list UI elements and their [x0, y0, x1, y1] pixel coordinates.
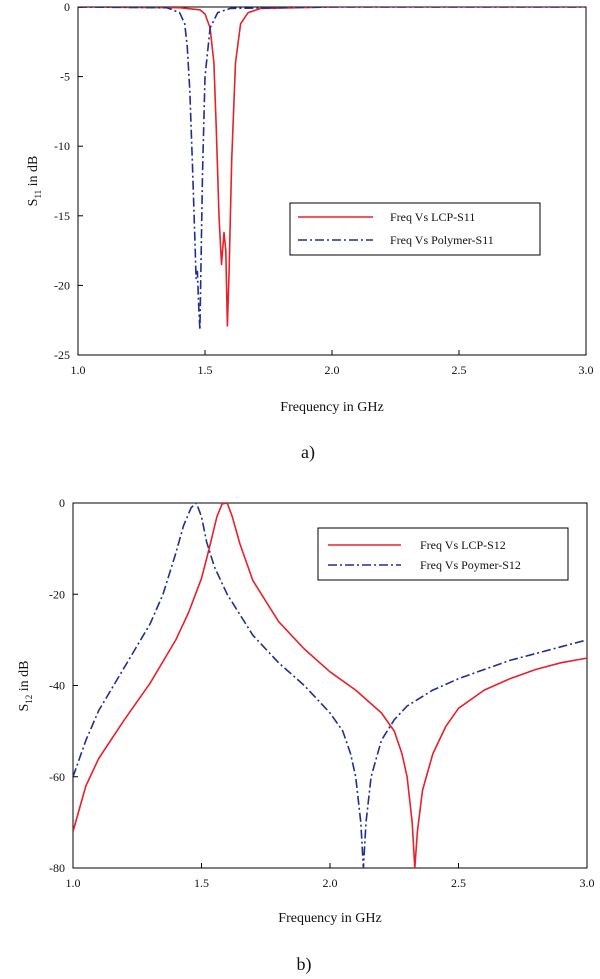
y-tick-label: -10: [54, 139, 70, 153]
chart-a: 0 -5 -10 -15 -20 -25 1.0 1.5 2.0 2.5 3.0 S11 in d…: [26, 0, 594, 463]
series-group-b: [73, 503, 587, 868]
series-line-b-lcp: [73, 503, 587, 868]
y-axis-label-a: S11 in dB: [26, 156, 43, 207]
y-tick-label: -25: [54, 348, 70, 362]
x-tick-label: 2.5: [452, 363, 467, 377]
y-axis-label-b: S12 in dB: [17, 660, 34, 711]
series-group-a: [78, 7, 586, 331]
plot-frame-a: [77, 6, 587, 356]
legend-b: Freq Vs LCP-S12 Freq Vs Poymer-S12: [317, 527, 569, 581]
x-tick-label: 1.0: [66, 876, 81, 890]
x-tick-label: 2.0: [323, 876, 338, 890]
y-tick-label: 0: [59, 496, 65, 510]
y-tick-label: -60: [49, 770, 65, 784]
legend-entry-lcp-s11: Freq Vs LCP-S11: [390, 210, 475, 224]
y-tick-label: -80: [49, 861, 65, 875]
x-tick-label: 3.0: [579, 363, 594, 377]
y-tick-label: 0: [64, 0, 70, 14]
y-tick-label: -15: [54, 209, 70, 223]
y-ticks-b: 0 -20 -40 -60 -80: [49, 496, 78, 875]
legend-entry-polymer-s12: Freq Vs Poymer-S12: [420, 558, 521, 572]
y-tick-label: -20: [49, 587, 65, 601]
x-ticks-a: 1.0 1.5 2.0 2.5 3.0: [71, 350, 594, 377]
x-ticks-b: 1.0 1.5 2.0 2.5 3.0: [66, 863, 595, 890]
y-tick-label: -20: [54, 278, 70, 292]
x-tick-label: 2.0: [325, 363, 340, 377]
series-line-b-polymer: [73, 503, 587, 868]
legend-a: Freq Vs LCP-S11 Freq Vs Polymer-S11: [289, 202, 541, 256]
panel-label-b: b): [297, 954, 312, 975]
legend-entry-lcp-s12: Freq Vs LCP-S12: [420, 538, 506, 552]
series-line-a-polymer: [78, 7, 586, 331]
series-line-a-lcp: [78, 7, 586, 327]
y-ticks-a: 0 -5 -10 -15 -20 -25: [54, 0, 83, 362]
x-tick-label: 1.0: [71, 363, 86, 377]
chart-b: 0-20-40-60-80 1.0 1.5 2.0 2.5 3.0 S12 in dB …: [17, 496, 595, 975]
x-tick-label: 1.5: [194, 876, 209, 890]
legend-entry-polymer-s11: Freq Vs Polymer-S11: [390, 233, 494, 247]
y-tick-label: -40: [49, 679, 65, 693]
legend-box-b: [317, 527, 569, 581]
x-tick-label: 1.5: [198, 363, 213, 377]
x-axis-label-a: Frequency in GHz: [280, 400, 383, 415]
legend-box-a: [289, 202, 541, 256]
x-axis-label-b: Frequency in GHz: [278, 911, 381, 926]
x-tick-label: 3.0: [580, 876, 595, 890]
y-tick-label: -5: [60, 70, 70, 84]
x-tick-label: 2.5: [451, 876, 466, 890]
panel-label-a: a): [301, 442, 315, 463]
